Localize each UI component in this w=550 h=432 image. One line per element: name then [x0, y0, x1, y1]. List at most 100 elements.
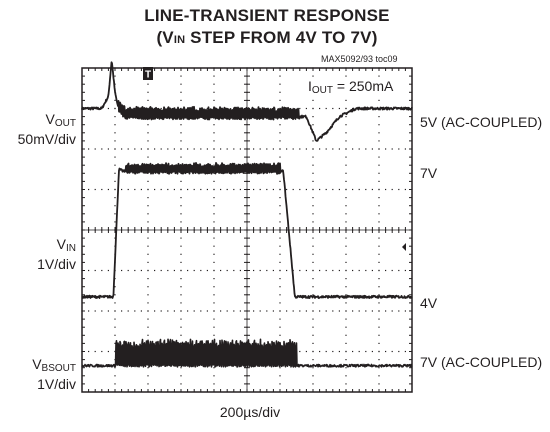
grid-dot: [345, 107, 347, 110]
grid-dot: [299, 269, 301, 272]
time-scale-label: 200µs/div: [219, 404, 281, 420]
grid-dot: [200, 269, 202, 272]
grid-dot: [312, 294, 314, 296]
grid-dot: [312, 302, 314, 304]
grid-dot: [378, 342, 380, 344]
grid-dot: [345, 294, 347, 296]
grid-dot: [114, 140, 116, 142]
grid-dot: [160, 310, 162, 312]
grid-dot: [239, 188, 241, 191]
grid-dot: [365, 310, 367, 312]
grid-dot: [272, 148, 274, 150]
grid-dot: [167, 310, 169, 312]
grid-dot: [180, 91, 182, 93]
grid-dot: [233, 269, 235, 272]
grid-dot: [312, 172, 314, 174]
grid-dot: [358, 269, 360, 272]
grid-dot: [220, 148, 222, 150]
grid-dot: [101, 188, 103, 191]
grid-dot: [114, 326, 116, 328]
grid-dot: [253, 148, 255, 150]
grid-dot: [279, 286, 281, 288]
grid-dot: [365, 269, 367, 272]
grid-dot: [319, 310, 321, 312]
grid-dot: [345, 124, 347, 126]
grid-dot: [213, 286, 215, 288]
grid-dot: [213, 197, 215, 199]
grid-dot: [378, 278, 380, 280]
grid-dot: [180, 197, 182, 199]
grid-dot: [279, 124, 281, 126]
grid-dot: [114, 205, 116, 207]
grid-dot: [345, 302, 347, 304]
document-id: MAX5092/93 toc09: [321, 54, 398, 64]
grid-dot: [213, 156, 215, 158]
grid-dot: [286, 310, 288, 312]
grid-dot: [299, 310, 301, 312]
grid-dot: [213, 310, 215, 312]
vin-scale: 1V/div: [37, 256, 76, 272]
vin-low-label: 4V: [420, 295, 438, 311]
grid-dot: [147, 197, 149, 199]
grid-dot: [213, 83, 215, 85]
grid-dot: [134, 148, 136, 150]
grid-dot: [345, 164, 347, 166]
grid-dot: [378, 237, 380, 239]
grid-dot: [378, 140, 380, 142]
grid-dot: [398, 148, 400, 150]
grid-dot: [121, 188, 123, 191]
grid-dot: [312, 375, 314, 377]
grid-dot: [279, 148, 281, 150]
grid-dot: [312, 367, 314, 369]
grid-dot: [114, 310, 116, 312]
grid-dot: [160, 148, 162, 150]
grid-dot: [213, 221, 215, 223]
grid-dot: [345, 213, 347, 215]
grid-dot: [279, 245, 281, 247]
grid-dot: [213, 326, 215, 328]
grid-dot: [121, 310, 123, 312]
grid-dot: [279, 302, 281, 304]
grid-dot: [398, 310, 400, 312]
grid-dot: [378, 156, 380, 158]
grid-dot: [279, 237, 281, 239]
grid-dot: [147, 205, 149, 207]
grid-dot: [398, 269, 400, 272]
grid-dot: [180, 286, 182, 288]
grid-dot: [404, 350, 406, 353]
grid-dot: [147, 180, 149, 182]
grid-dot: [213, 261, 215, 263]
grid-dot: [147, 286, 149, 288]
grid-dot: [312, 286, 314, 288]
grid-dot: [127, 188, 129, 191]
grid-dot: [253, 269, 255, 272]
grid-dot: [378, 116, 380, 118]
grid-dot: [180, 367, 182, 369]
grid-dot: [147, 302, 149, 304]
grid-dot: [338, 310, 340, 312]
grid-dot: [147, 310, 149, 312]
grid-dot: [114, 99, 116, 101]
grid-dot: [180, 213, 182, 215]
grid-dot: [114, 148, 116, 150]
grid-dot: [114, 172, 116, 174]
grid-dot: [279, 197, 281, 199]
grid-dot: [180, 375, 182, 377]
grid-dot: [193, 269, 195, 272]
grid-dot: [332, 188, 334, 191]
grid-dot: [378, 188, 380, 191]
grid-dot: [345, 99, 347, 101]
grid-dot: [345, 148, 347, 150]
grid-dot: [94, 310, 96, 312]
grid-dot: [180, 83, 182, 85]
grid-dot: [404, 188, 406, 191]
grid-dot: [332, 269, 334, 272]
grid-dot: [167, 148, 169, 150]
grid-dot: [404, 310, 406, 312]
grid-dot: [312, 253, 314, 255]
grid-dot: [220, 188, 222, 191]
grid-dot: [345, 116, 347, 118]
grid-dot: [404, 148, 406, 150]
grid-dot: [345, 326, 347, 328]
grid-dot: [154, 310, 156, 312]
